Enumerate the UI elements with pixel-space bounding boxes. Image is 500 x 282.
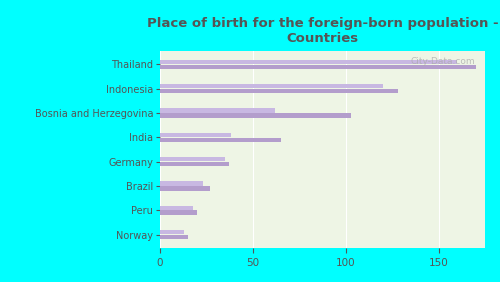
Bar [160,138,280,142]
Bar [160,230,184,234]
Title: Place of birth for the foreign-born population -
Countries: Place of birth for the foreign-born popu… [146,17,498,45]
Bar [160,206,194,210]
Bar [160,89,398,93]
Bar [160,133,230,137]
Text: City-Data.com: City-Data.com [410,57,475,66]
Bar [160,113,352,118]
Bar [160,108,275,113]
Bar [160,60,457,64]
Bar [160,84,383,89]
Bar [160,186,210,191]
Bar [160,157,225,161]
Bar [160,210,197,215]
Bar [160,181,202,186]
Bar [160,65,476,69]
Bar [160,162,228,166]
Bar [160,235,188,239]
